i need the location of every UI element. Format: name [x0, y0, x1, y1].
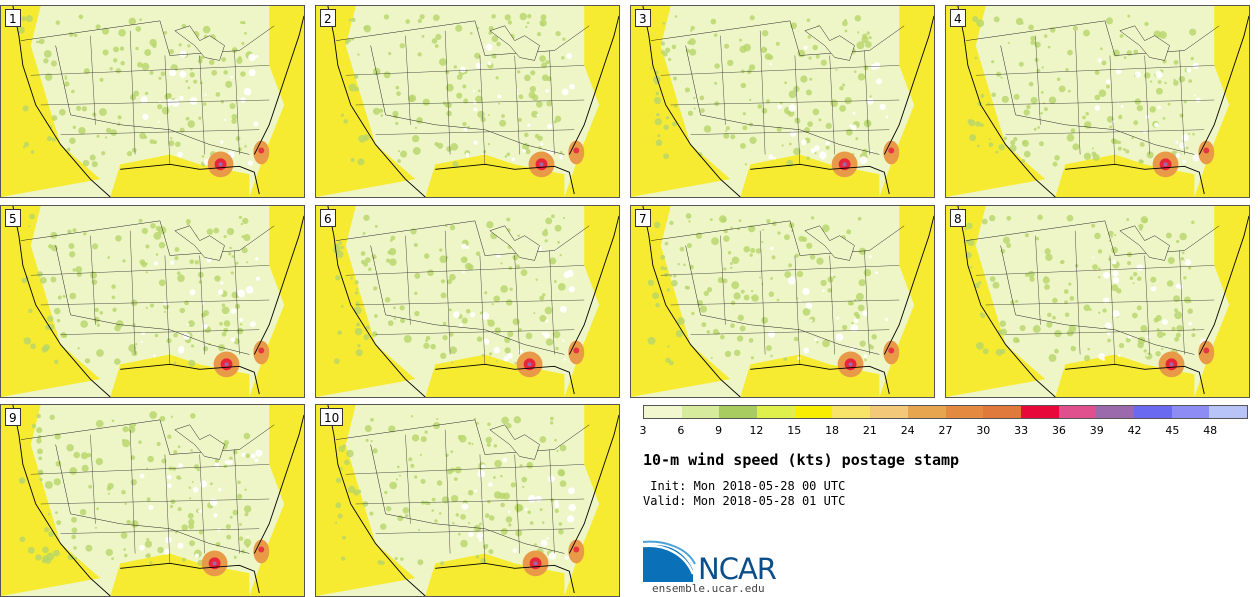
colorbar-tick-label: 21: [862, 424, 877, 437]
ensemble-member-map-4: 4: [945, 5, 1250, 198]
member-label: 8: [950, 209, 966, 227]
colorbar-tick-label: 30: [976, 424, 991, 437]
colorbar-segment: [719, 406, 758, 418]
ncar-logo-icon: [643, 540, 696, 582]
colorbar-segment: [794, 406, 833, 418]
colorbar-tick-label: 15: [787, 424, 802, 437]
member-label: 7: [635, 209, 651, 227]
member-label: 4: [950, 9, 966, 27]
colorbar-ticks: 3 6 9 12 15 18 21 24 27 30 33 36 39 42 45 48: [639, 424, 1248, 438]
ensemble-member-map-6: 6: [315, 205, 620, 398]
colorbar-tick-label: 9: [715, 424, 723, 437]
valid-time: Valid: Mon 2018-05-28 01 UTC: [643, 494, 846, 508]
colorbar-tick-label: 45: [1165, 424, 1180, 437]
colorbar-segment: [832, 406, 871, 418]
colorbar-segment: [1096, 406, 1134, 418]
member-label: 3: [635, 9, 651, 27]
member-label: 6: [320, 209, 336, 227]
init-time: Init: Mon 2018-05-28 00 UTC: [643, 479, 846, 493]
colorbar-segment: [1058, 406, 1097, 418]
colorbar-tick-label: 27: [938, 424, 953, 437]
colorbar-segment: [644, 406, 682, 418]
colorbar-segment: [907, 406, 946, 418]
ensemble-member-map-8: 8: [945, 205, 1250, 398]
colorbar-tick-label: 3: [639, 424, 647, 437]
time-info: Init: Mon 2018-05-28 00 UTC Valid: Mon 2…: [643, 479, 845, 509]
colorbar-tick-label: 18: [825, 424, 840, 437]
colorbar-tick-label: 24: [900, 424, 915, 437]
colorbar-segment: [1133, 406, 1172, 418]
colorbar-segment: [1171, 406, 1210, 418]
member-label: 1: [5, 9, 21, 27]
colorbar-tick-label: 6: [677, 424, 685, 437]
ensemble-member-map-2: 2: [315, 5, 620, 198]
colorbar-segment: [1020, 406, 1059, 418]
colorbar-tick-label: 42: [1127, 424, 1142, 437]
ensemble-member-map-1: 1: [0, 5, 305, 198]
member-label: 10: [320, 408, 344, 426]
ensemble-member-map-9: 9: [0, 404, 305, 597]
colorbar-tick-label: 12: [749, 424, 764, 437]
colorbar-tick-label: 39: [1089, 424, 1104, 437]
colorbar-segment: [870, 406, 908, 418]
colorbar-tick-label: 48: [1203, 424, 1218, 437]
colorbar-segment: [945, 406, 984, 418]
colorbar-tick-label: 36: [1051, 424, 1066, 437]
ncar-logo-text: NCAR: [698, 552, 777, 586]
colorbar-segment: [1209, 406, 1247, 418]
chart-title: 10-m wind speed (kts) postage stamp: [643, 451, 960, 469]
ensemble-member-map-5: 5: [0, 205, 305, 398]
colorbar-segment: [983, 406, 1021, 418]
colorbar-tick-label: 33: [1014, 424, 1029, 437]
member-label: 5: [5, 209, 21, 227]
ensemble-member-map-10: 10: [315, 404, 620, 597]
ensemble-member-map-3: 3: [630, 5, 935, 198]
ensemble-member-map-7: 7: [630, 205, 935, 398]
colorbar-segment: [681, 406, 720, 418]
member-label: 9: [5, 408, 21, 426]
logo-url: ensemble.ucar.edu: [652, 582, 765, 595]
member-label: 2: [320, 9, 336, 27]
colorbar-segment: [757, 406, 795, 418]
colorbar: [643, 405, 1248, 419]
